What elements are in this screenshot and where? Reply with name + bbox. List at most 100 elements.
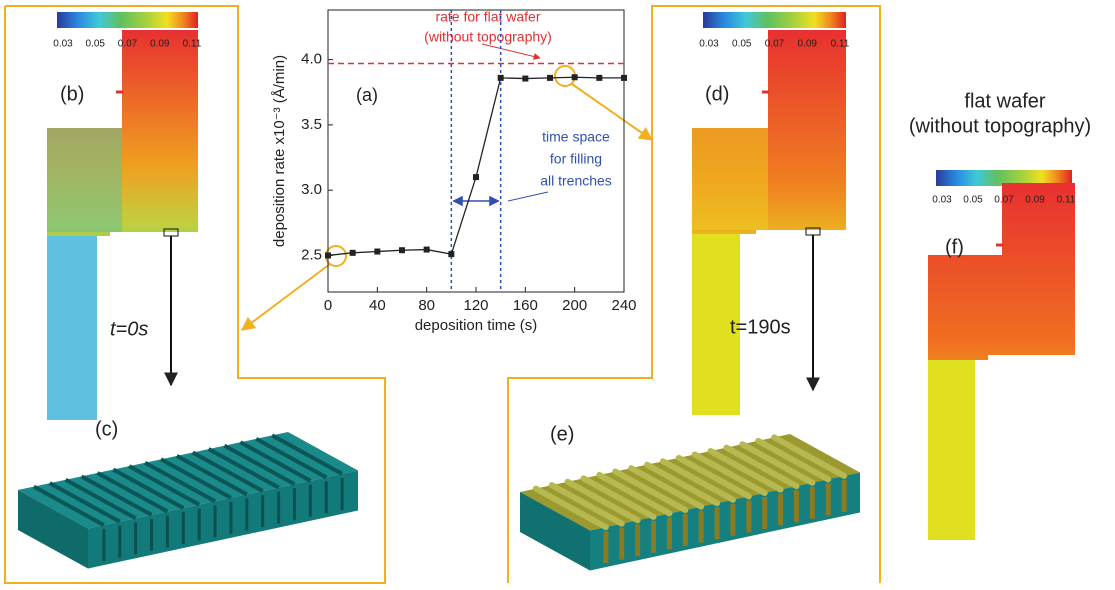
y-tick-label: 2.5	[301, 246, 322, 263]
trench-gap	[128, 464, 201, 507]
frame-right	[507, 5, 881, 583]
annotation: all trenches	[540, 173, 612, 189]
y-tick-label: 4.0	[301, 51, 322, 68]
x-tick-label: 0	[324, 297, 332, 314]
data-point	[522, 75, 529, 82]
trench-gap	[191, 450, 264, 493]
data-point	[448, 251, 455, 258]
trench-gap	[207, 447, 280, 490]
trench-gap	[48, 481, 121, 524]
field-column	[928, 360, 975, 540]
colorbar-tick: 0.07	[118, 39, 138, 50]
trench-ridge	[723, 444, 800, 490]
colorbar	[936, 170, 1072, 186]
panel-label: (e)	[550, 423, 574, 445]
trench-ridge	[691, 451, 768, 496]
trench-gap	[32, 484, 105, 527]
panel-label: (a)	[356, 85, 378, 105]
x-tick-label: 40	[369, 297, 386, 314]
annotation-arrow	[507, 191, 549, 202]
x-tick-label: 160	[513, 297, 538, 314]
y-tick-label: 3.0	[301, 181, 322, 198]
colorbar-tick: 0.07	[994, 195, 1014, 206]
field-column	[47, 236, 97, 420]
trench-side	[520, 492, 590, 571]
flat-title: flat wafer	[964, 90, 1045, 112]
trench-front	[590, 472, 860, 571]
colorbar-tick: 0.05	[86, 39, 106, 50]
frame-left	[4, 5, 386, 584]
colorbar-tick: 0.03	[53, 39, 73, 50]
trench-ridge	[564, 478, 641, 524]
colorbar-tick: 0.11	[183, 39, 202, 50]
trench-gap	[223, 443, 296, 486]
annotation: rate for flat wafer	[435, 9, 540, 25]
trench-gap	[64, 478, 137, 521]
x-tick-label: 240	[611, 297, 636, 314]
data-point	[621, 74, 627, 81]
field-column	[692, 234, 740, 415]
trench-ridge	[596, 471, 673, 517]
trench-ridge	[659, 458, 736, 503]
panel-label: (f)	[945, 236, 964, 258]
trench-top	[18, 432, 358, 529]
data-point	[497, 74, 504, 81]
arrow	[240, 263, 331, 331]
x-tick-label: 80	[418, 297, 435, 314]
time-label: t=0s	[110, 318, 148, 340]
y-tick-label: 3.5	[301, 116, 322, 133]
colorbar-tick: 0.09	[150, 39, 170, 50]
colorbar-tick: 0.09	[1025, 195, 1045, 206]
colorbar-tick: 0.11	[831, 39, 850, 50]
data-point	[423, 246, 430, 253]
x-tick-label: 120	[463, 297, 488, 314]
annotation: time space	[542, 129, 610, 145]
trench-ridge	[644, 461, 721, 507]
trench-gap	[144, 460, 217, 503]
annotation: for filling	[550, 151, 602, 167]
trench-gap	[239, 440, 312, 483]
trench-gap	[80, 474, 153, 517]
panel-label: (d)	[705, 83, 729, 105]
trench-front	[88, 470, 358, 569]
trench-ridge	[675, 454, 752, 500]
trench-gap	[96, 471, 169, 514]
data-point	[571, 74, 578, 81]
arrow	[571, 83, 654, 141]
annotation: (without topography)	[424, 29, 552, 45]
trench-gap	[255, 437, 328, 480]
colorbar-tick: 0.05	[963, 195, 983, 206]
time-label: t=190s	[730, 316, 791, 338]
colorbar-tick: 0.05	[732, 39, 752, 50]
trench-ridge	[739, 441, 816, 486]
trench-ridge	[548, 482, 625, 527]
x-axis-label: deposition time (s)	[415, 317, 538, 334]
trench-gap	[175, 454, 248, 497]
data-point	[374, 248, 381, 255]
trench-gap	[112, 467, 185, 510]
trench-gap	[159, 457, 232, 500]
colorbar-tick: 0.03	[932, 195, 952, 206]
data-point	[325, 252, 331, 259]
flat-title: (without topography)	[909, 115, 1091, 137]
data-point	[349, 249, 356, 256]
trench-ridge	[755, 437, 832, 483]
trench-ridge	[532, 485, 609, 531]
trench-ridge	[580, 475, 657, 520]
data-point	[399, 247, 405, 254]
panel-label: (c)	[95, 418, 118, 440]
panel-label: (b)	[60, 83, 84, 105]
colorbar-tick: 0.09	[798, 39, 818, 50]
x-tick-label: 200	[562, 297, 587, 314]
trench-ridge	[707, 448, 784, 493]
trench-ridge	[628, 465, 705, 510]
colorbar	[703, 12, 846, 28]
y-axis-label: deposition rate x10⁻³ (Å/min)	[271, 55, 288, 247]
trench-gap	[271, 433, 344, 476]
data-point	[473, 174, 479, 181]
colorbar-tick: 0.07	[765, 39, 785, 50]
colorbar-tick: 0.11	[1057, 195, 1076, 206]
data-point	[547, 74, 553, 81]
trench-ridge	[612, 468, 689, 514]
colorbar	[57, 12, 198, 28]
